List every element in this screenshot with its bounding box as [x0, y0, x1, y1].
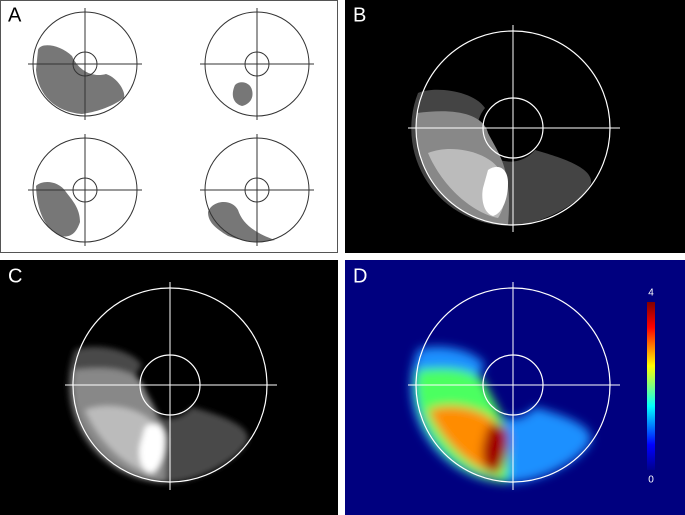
colorbar-max: 4 — [648, 288, 654, 299]
panel-a: A — [0, 0, 338, 253]
grid-rings — [28, 8, 314, 246]
panel-c: C — [0, 260, 338, 515]
panel-label: B — [353, 4, 366, 26]
panel-label: D — [353, 265, 367, 287]
panel-label: A — [8, 4, 22, 26]
colorbar-min: 0 — [648, 475, 654, 486]
colorbar — [647, 302, 655, 470]
panel-label: C — [8, 265, 22, 287]
panel-b: B — [345, 0, 685, 253]
panel-d: 4 0 D — [345, 260, 685, 515]
